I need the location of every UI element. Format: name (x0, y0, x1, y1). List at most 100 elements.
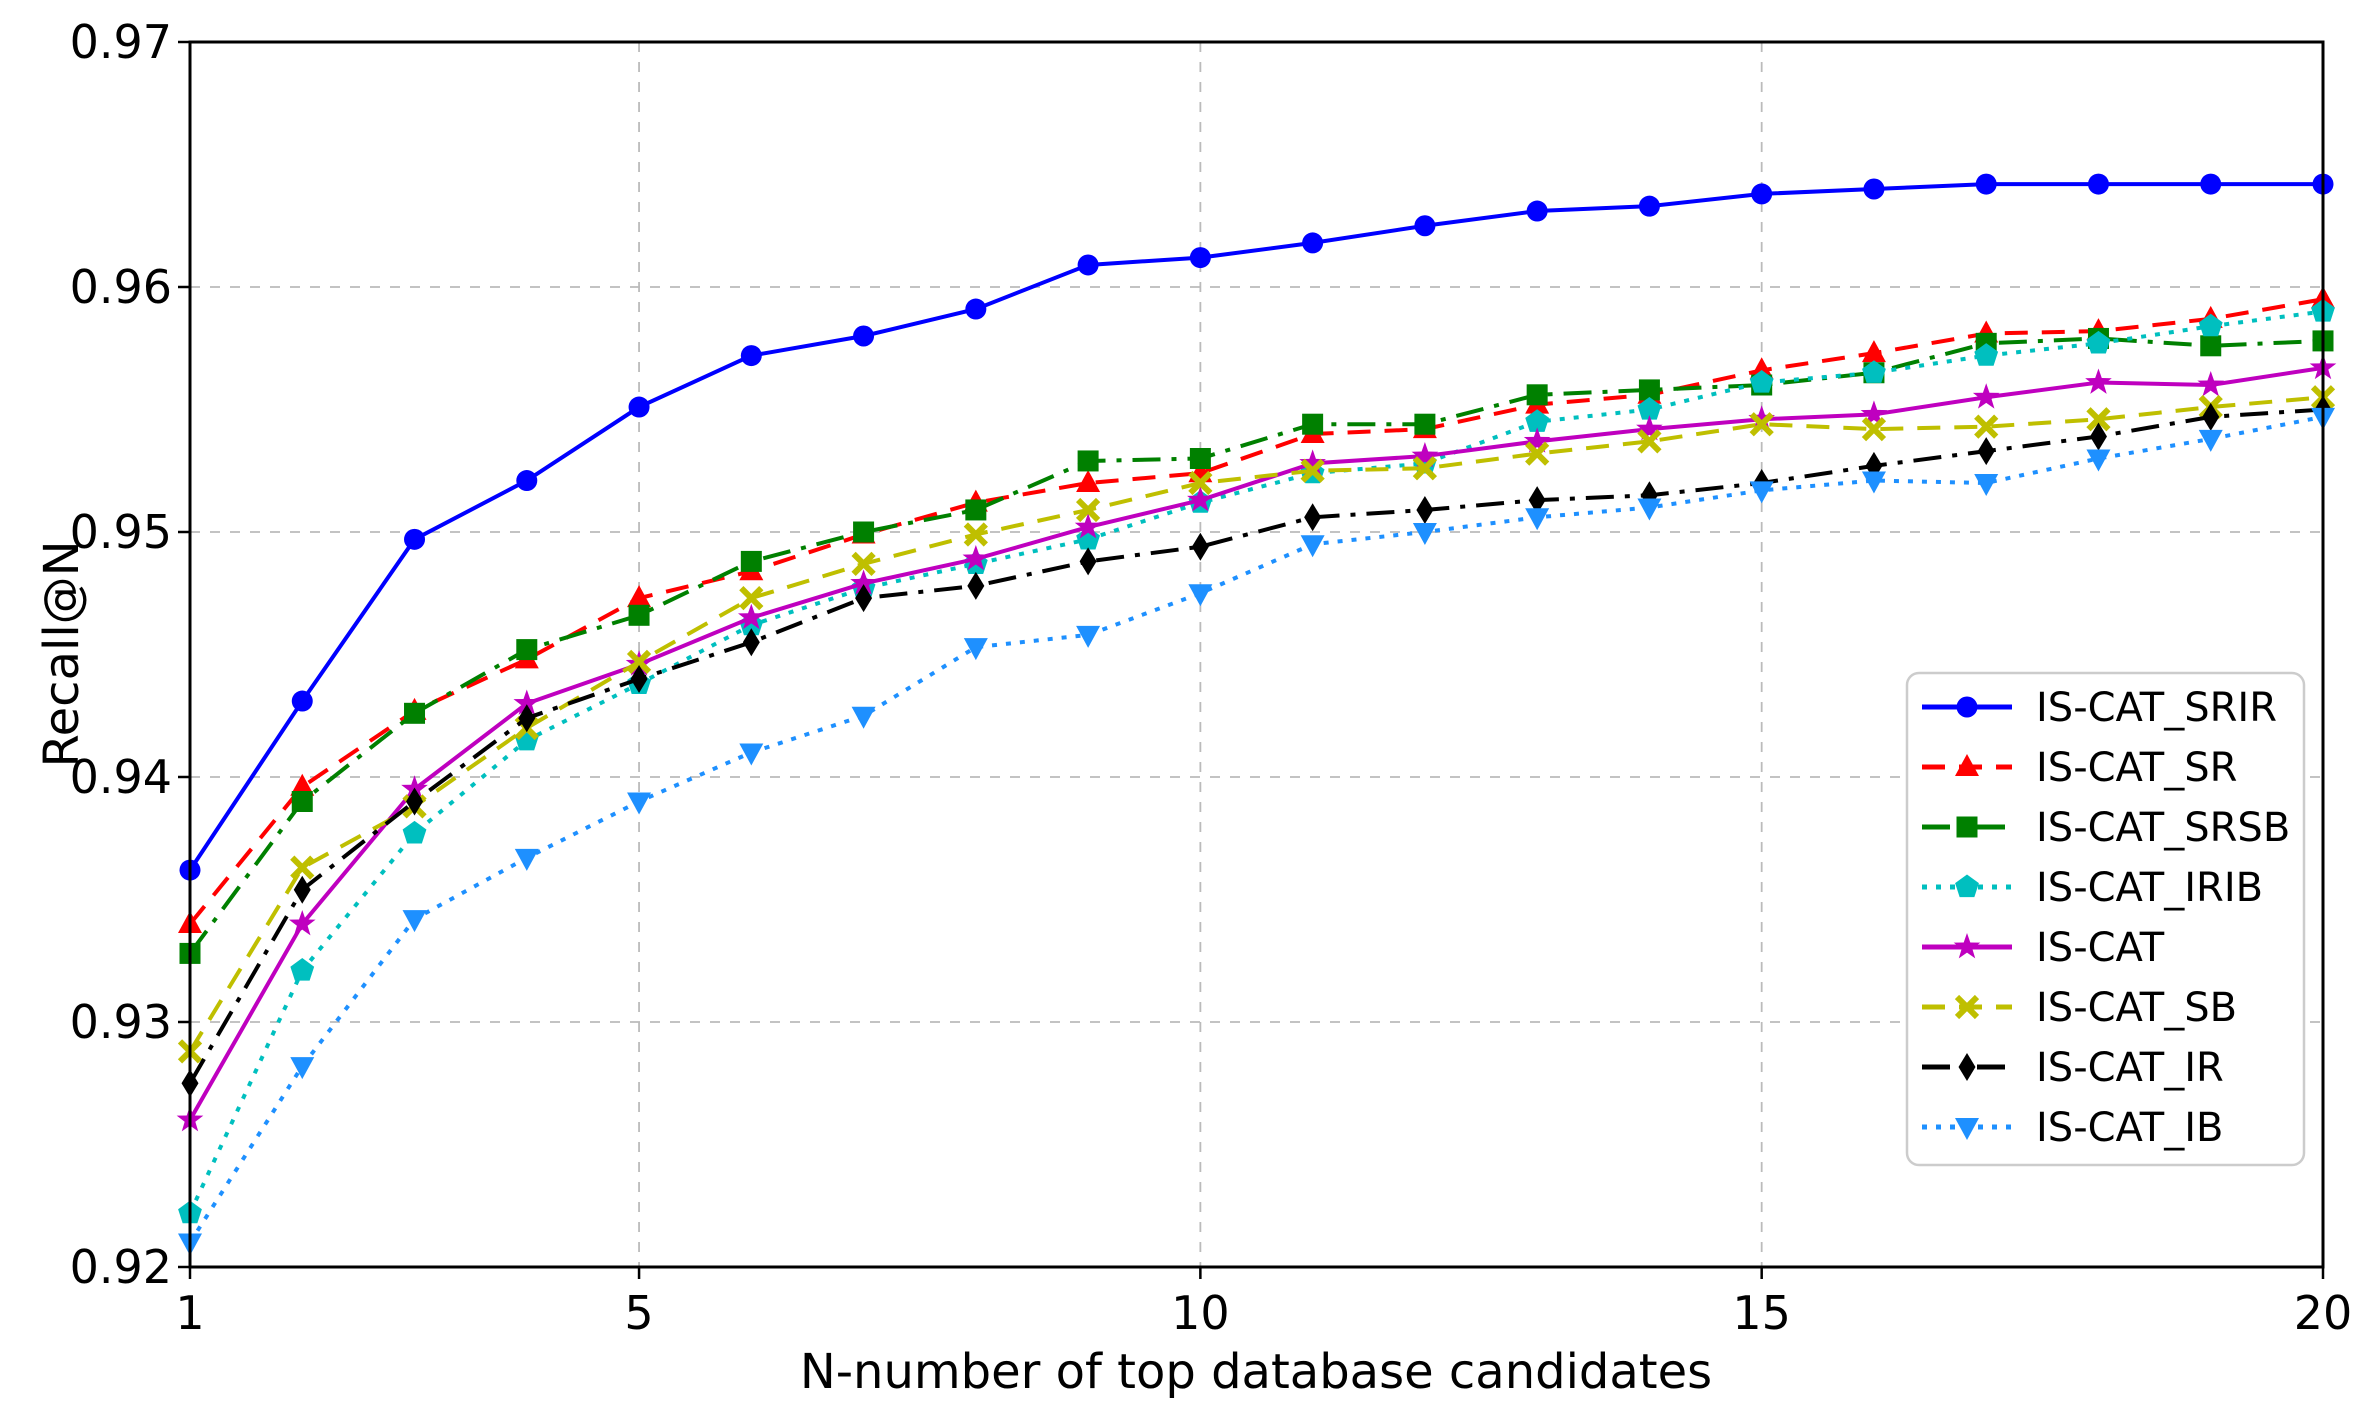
marker-square (1956, 816, 1978, 838)
marker-x (739, 586, 764, 611)
marker-star (1187, 486, 1214, 512)
marker-x (1525, 441, 1550, 466)
marker-diamond (1191, 532, 1209, 561)
marker-circle (1077, 254, 1099, 276)
y-axis-label: Recall@N (34, 540, 90, 767)
marker-triangle-up (1749, 357, 1774, 380)
legend-label: IS-CAT_IR (2036, 1045, 2224, 1091)
marker-circle (2087, 173, 2109, 195)
y-tick-label: 0.93 (70, 995, 172, 1049)
series-line-IS-CAT_SRIR (188, 182, 2323, 872)
x-tick-label: 10 (1171, 1286, 1230, 1340)
marker-pentagon (402, 820, 427, 844)
y-tick-label: 0.96 (70, 260, 172, 314)
x-tick-label: 1 (175, 1286, 204, 1340)
marker-circle (1638, 195, 1660, 217)
marker-square (1526, 384, 1548, 406)
marker-pentagon (1955, 874, 1979, 898)
legend-label: IS-CAT_SRSB (2036, 805, 2290, 851)
marker-diamond (742, 628, 760, 657)
marker-pentagon (1637, 397, 1662, 420)
series-IS-CAT_SRIR (179, 173, 2334, 881)
marker-star (737, 603, 765, 630)
marker-diamond (2089, 422, 2107, 451)
marker-circle (628, 396, 650, 418)
marker-x (1974, 414, 1999, 439)
marker-star (2085, 368, 2112, 394)
y-tick-label: 0.95 (70, 505, 172, 559)
marker-star (1299, 449, 1326, 475)
marker-pentagon (1862, 360, 1886, 383)
legend-label: IS-CAT_SR (2036, 745, 2237, 791)
marker-star (962, 544, 990, 571)
marker-x (1749, 412, 1774, 437)
marker-triangle-down (739, 743, 764, 766)
marker-diamond (1304, 503, 1322, 532)
marker-triangle-down (1749, 481, 1774, 504)
marker-x (851, 551, 876, 576)
marker-square (1077, 450, 1099, 472)
marker-circle (1526, 200, 1548, 222)
marker-star (1636, 415, 1663, 441)
marker-diamond (518, 704, 536, 733)
marker-star (2197, 371, 2225, 397)
marker-circle (1975, 173, 1997, 195)
marker-triangle-down (402, 910, 427, 933)
marker-x (2086, 407, 2111, 432)
marker-star (1523, 427, 1551, 453)
gridlines (190, 42, 2323, 1267)
marker-circle (516, 470, 538, 492)
marker-triangle-down (1861, 471, 1886, 494)
marker-diamond (1977, 437, 1995, 466)
marker-triangle-down (1188, 584, 1213, 607)
marker-square (740, 550, 762, 572)
marker-circle (1863, 178, 1885, 200)
legend-label: IS-CAT (2036, 925, 2165, 971)
series-IS-CAT_IB (178, 407, 2335, 1256)
marker-triangle-up (1955, 754, 1979, 776)
series-line-IS-CAT_SB (188, 395, 2324, 1053)
marker-triangle-up (1861, 340, 1886, 363)
marker-pentagon (1525, 409, 1550, 432)
marker-star (1953, 933, 1981, 959)
series-line-IS-CAT_SRSB (188, 336, 2324, 955)
legend-label: IS-CAT_IB (2036, 1105, 2223, 1151)
y-tick-label: 0.97 (70, 15, 172, 69)
marker-square (1638, 379, 1660, 401)
legend-box (1905, 671, 2306, 1167)
legend-item-IS-CAT_SRIR: IS-CAT_SRIR (1922, 685, 2277, 731)
legend-label: IS-CAT_SB (2036, 985, 2237, 1031)
marker-pentagon (2086, 330, 2111, 354)
marker-circle (965, 298, 987, 320)
legend: IS-CAT_SRIR IS-CAT_SR IS-CAT_SRSB IS-CAT_IR… (1905, 671, 2306, 1167)
marker-circle (1751, 183, 1773, 205)
marker-square (2200, 335, 2222, 357)
marker-diamond (406, 787, 424, 816)
marker-triangle-down (1974, 474, 1999, 496)
marker-triangle-down (2086, 449, 2111, 472)
marker-star (1748, 405, 1776, 431)
marker-circle (1414, 215, 1436, 237)
axis-ticks (178, 40, 2325, 1279)
legend-item-IS-CAT_IRIB: IS-CAT_IRIB (1922, 865, 2263, 911)
marker-x (963, 522, 988, 547)
marker-square (853, 521, 875, 543)
marker-circle (2200, 173, 2222, 195)
marker-pentagon (2198, 313, 2223, 337)
marker-circle (404, 528, 426, 550)
marker-square (1189, 448, 1211, 469)
marker-x (1075, 497, 1101, 523)
marker-pentagon (1974, 343, 1999, 366)
legend-item-IS-CAT_SB: IS-CAT_SB (1922, 985, 2237, 1031)
marker-square (1302, 413, 1324, 435)
marker-triangle-down (1076, 625, 1101, 648)
legend-item-IS-CAT_SR: IS-CAT_SR (1922, 745, 2237, 791)
marker-x (1412, 456, 1438, 481)
legend-label: IS-CAT_SRIR (2036, 685, 2277, 731)
legend-item-IS-CAT_IB: IS-CAT_IB (1922, 1105, 2223, 1151)
marker-star (513, 689, 541, 715)
marker-circle (1189, 247, 1211, 269)
marker-square (404, 702, 426, 724)
